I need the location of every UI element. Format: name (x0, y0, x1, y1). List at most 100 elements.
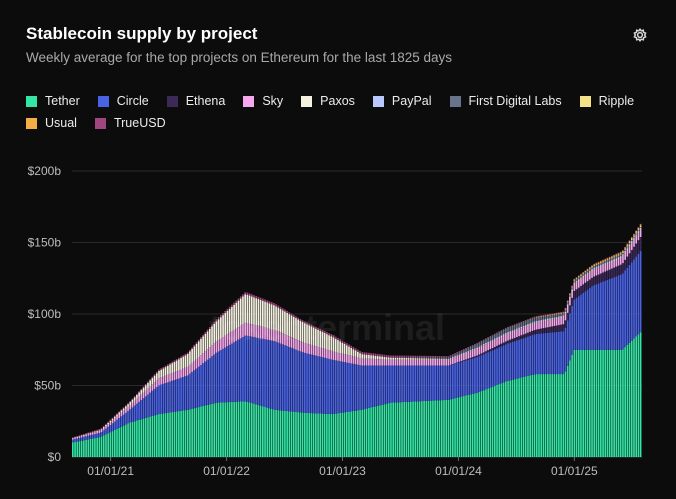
gear-icon[interactable] (631, 26, 649, 44)
bar-segment-first-digital-labs (628, 243, 631, 245)
legend-item-first-digital-labs[interactable]: First Digital Labs (449, 94, 562, 108)
bar-segment-paxos (164, 367, 167, 376)
bar-segment-ripple (626, 245, 629, 247)
bar-segment-tether (432, 400, 434, 457)
bar-segment-trueusd (531, 317, 534, 319)
bar-segment-sky (279, 332, 282, 344)
bar-segment-circle (182, 377, 185, 411)
bar-segment-trueusd (290, 313, 293, 316)
bar-segment-usual (622, 250, 624, 253)
bar-segment-trueusd (164, 365, 167, 368)
bar-segment-paypal (553, 317, 556, 319)
legend-item-ethena[interactable]: Ethena (166, 94, 225, 108)
bar-segment-sky (147, 388, 149, 395)
bar-segment-sky (290, 337, 293, 348)
bar-segment-sky (449, 358, 452, 365)
bar-segment-paxos (416, 358, 419, 360)
bar-segment-paxos (465, 352, 467, 353)
bar-segment-trueusd (264, 299, 266, 302)
bar-segment-trueusd (571, 285, 573, 287)
bar-segment-trueusd (107, 421, 110, 423)
bar-segment-paxos (622, 255, 624, 256)
bar-segment-tether (164, 413, 167, 457)
bar-segment-ethena (573, 290, 576, 300)
bar-segment-tether (507, 380, 509, 457)
bar-segment-trueusd (630, 236, 633, 238)
bar-segment-circle (394, 365, 397, 403)
bar-segment-paxos (91, 432, 94, 433)
bar-segment-trueusd (469, 345, 472, 347)
bar-segment-ethena (533, 330, 536, 335)
bar-segment-trueusd (412, 355, 414, 358)
legend-item-trueusd[interactable]: TrueUSD (94, 116, 166, 130)
bar-segment-paxos (321, 331, 324, 349)
bar-segment-sky (361, 358, 364, 366)
bar-segment-tether (502, 382, 505, 457)
bar-segment-tether (591, 349, 593, 457)
bar-segment-tether (105, 434, 107, 457)
bar-segment-sky (586, 273, 589, 282)
legend-item-ripple[interactable]: Ripple (579, 94, 634, 108)
bar-segment-first-digital-labs (597, 264, 600, 266)
bar-segment-circle (341, 361, 344, 413)
bar-segment-paypal (485, 342, 487, 344)
bar-segment-trueusd (628, 240, 631, 241)
bar-segment-tether (233, 401, 235, 457)
bar-segment-paxos (551, 318, 554, 320)
bar-segment-first-digital-labs (518, 323, 520, 328)
bar-segment-sky (418, 359, 421, 366)
bar-segment-sky (350, 355, 353, 364)
bar-segment-circle (301, 352, 304, 413)
bar-segment-sky (94, 432, 96, 435)
bar-segment-circle (286, 346, 288, 412)
bar-segment-tether (275, 409, 277, 457)
bar-segment-ripple (624, 248, 626, 250)
bar-segment-tether (268, 408, 271, 457)
bar-segment-trueusd (160, 368, 163, 370)
chart-subtitle: Weekly average for the top projects on E… (26, 50, 452, 65)
legend-item-sky[interactable]: Sky (243, 94, 283, 108)
bar-segment-sky (474, 349, 476, 357)
bar-segment-sky (264, 327, 266, 340)
bar-segment-paypal (547, 318, 549, 320)
bar-segment-circle (516, 340, 518, 379)
bar-segment-sky (469, 351, 472, 358)
bar-segment-trueusd (398, 355, 401, 358)
bar-segment-first-digital-labs (540, 316, 543, 320)
bar-segment-tether (266, 407, 269, 457)
bar-segment-circle (533, 334, 536, 375)
bar-segment-ethena (527, 332, 529, 337)
legend-item-usual[interactable]: Usual (26, 116, 77, 130)
bar-segment-circle (363, 365, 366, 410)
bar-segment-sky (109, 422, 112, 426)
legend-item-circle[interactable]: Circle (97, 94, 149, 108)
bar-segment-circle (76, 438, 79, 442)
bar-segment-tether (297, 412, 300, 457)
bar-segment-sky (268, 328, 271, 341)
bar-segment-tether (149, 416, 151, 457)
bar-segment-sky (544, 320, 547, 328)
bar-segment-sky (191, 362, 193, 372)
bar-segment-paxos (597, 266, 600, 268)
bar-segment-circle (200, 364, 202, 407)
bar-segment-paxos (98, 430, 101, 431)
bar-segment-first-digital-labs (535, 317, 538, 321)
bar-segment-usual (560, 312, 562, 314)
bar-segment-paxos (611, 260, 613, 262)
bar-segment-sky (107, 424, 110, 427)
bar-segment-sky (125, 408, 127, 413)
bar-segment-tether (535, 374, 538, 457)
legend-item-paxos[interactable]: Paxos (301, 94, 355, 108)
bar-segment-tether (370, 407, 372, 457)
bar-segment-first-digital-labs (438, 357, 441, 359)
bar-segment-paxos (193, 346, 196, 361)
bar-segment-paxos (531, 323, 534, 324)
bar-segment-paxos (125, 406, 127, 409)
bar-segment-first-digital-labs (600, 263, 602, 265)
bar-segment-circle (385, 365, 388, 404)
bar-segment-trueusd (116, 413, 118, 415)
legend-item-tether[interactable]: Tether (26, 94, 80, 108)
bar-segment-circle (74, 439, 76, 443)
bar-segment-circle (80, 437, 83, 441)
legend-item-paypal[interactable]: PayPal (372, 94, 432, 108)
